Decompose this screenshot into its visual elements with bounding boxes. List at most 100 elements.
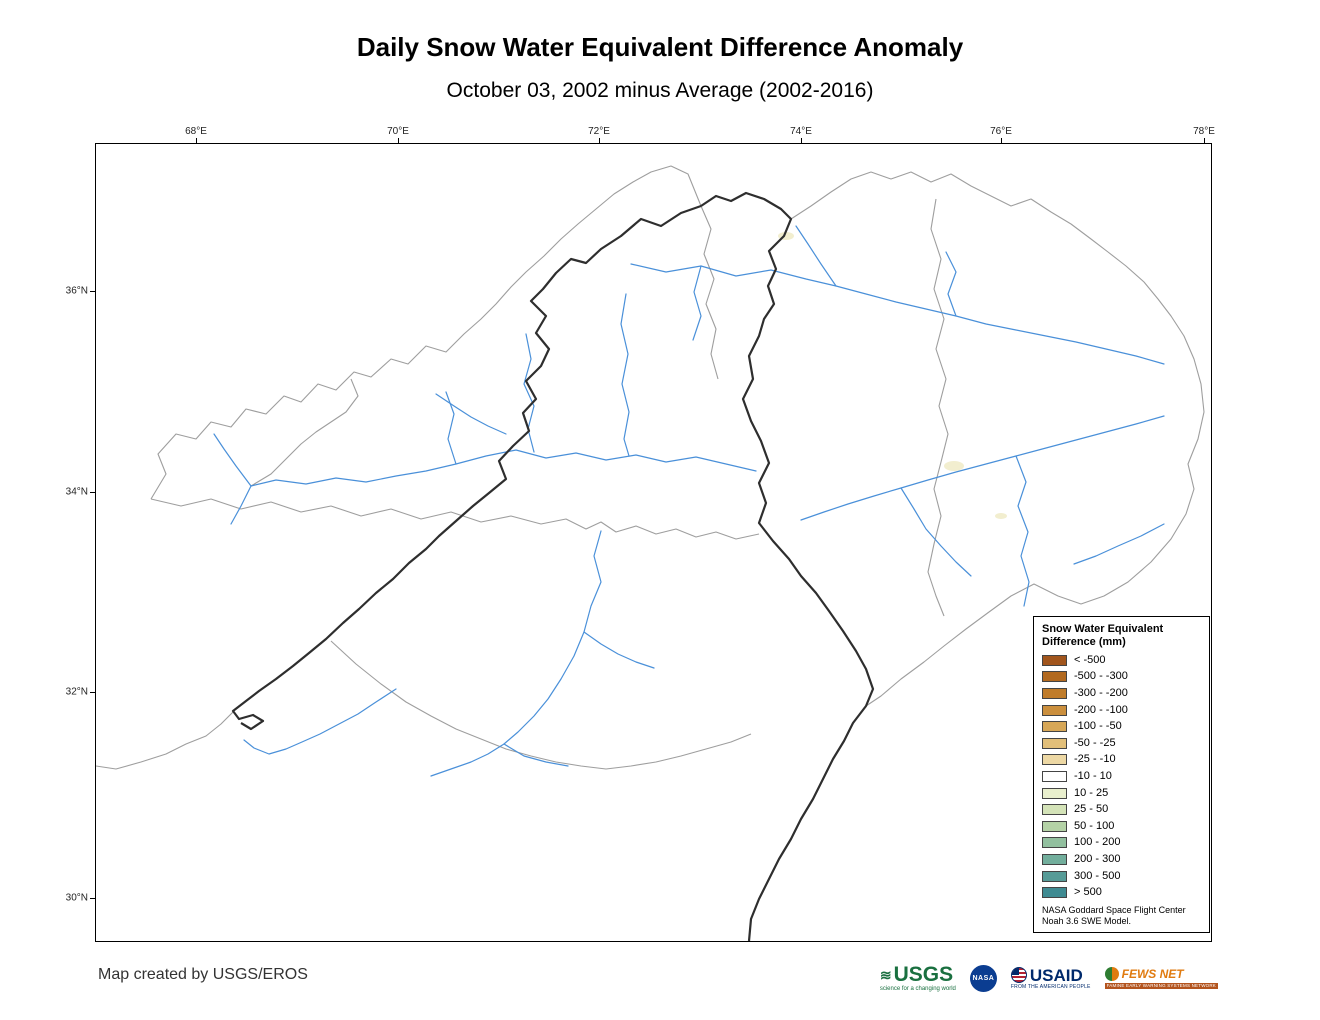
watershed-boundary-path — [790, 171, 1205, 707]
legend-item: 25 - 50 — [1042, 802, 1201, 817]
legend-source-line2: Noah 3.6 SWE Model. — [1042, 915, 1132, 926]
watershed-boundary-path — [150, 498, 760, 540]
river-path — [230, 485, 252, 525]
legend-item: -200 - -100 — [1042, 703, 1201, 718]
country-border-path — [700, 191, 875, 941]
river-path — [445, 391, 457, 465]
legend-item: -25 - -10 — [1042, 753, 1201, 768]
legend-item: 50 - 100 — [1042, 819, 1201, 834]
lon-tick — [801, 138, 802, 144]
river-path — [900, 487, 972, 577]
legend-item-label: 50 - 100 — [1074, 819, 1115, 832]
lon-tick — [196, 138, 197, 144]
legend-swatch — [1042, 671, 1067, 683]
legend-item: 200 - 300 — [1042, 852, 1201, 867]
lat-tick-label: 36°N — [65, 285, 88, 297]
lon-tick-label: 72°E — [588, 126, 610, 137]
watershed-boundary-path — [96, 711, 234, 770]
legend-swatch — [1042, 870, 1067, 882]
page-title: Daily Snow Water Equivalent Difference A… — [356, 32, 964, 62]
legend-item: < -500 — [1042, 653, 1201, 668]
legend-item-label: 25 - 50 — [1074, 803, 1109, 816]
legend-item-label: 200 - 300 — [1074, 852, 1121, 865]
anomaly-patch — [944, 461, 964, 471]
legend-item: -10 - 10 — [1042, 769, 1201, 784]
lon-tick — [599, 138, 600, 144]
legend-item: > 500 — [1042, 885, 1201, 900]
fewsnet-logo-text: FEWS NET — [1121, 966, 1184, 981]
legend-item-label: > 500 — [1074, 886, 1102, 899]
river-path — [213, 433, 252, 487]
legend-item-label: -300 - -200 — [1074, 686, 1128, 699]
usgs-logo-text: USGS — [893, 963, 954, 986]
legend-item-label: 100 - 200 — [1074, 836, 1121, 849]
legend-item-label: 10 - 25 — [1074, 786, 1109, 799]
legend-swatch — [1042, 687, 1067, 699]
river-path — [1015, 455, 1030, 607]
lat-tick — [90, 291, 96, 292]
river-path — [583, 631, 655, 669]
legend-item: -500 - -300 — [1042, 670, 1201, 685]
watershed-boundaries — [96, 165, 1205, 770]
legend-item-label: -50 - -25 — [1074, 736, 1116, 749]
lat-tick-label: 32°N — [65, 686, 88, 698]
legend-swatch — [1042, 704, 1067, 716]
river-path — [692, 265, 702, 341]
legend-swatch — [1042, 754, 1067, 766]
usgs-tagline: science for a changing world — [879, 986, 956, 992]
lat-tick — [90, 898, 96, 899]
logo-strip: ≋ USGS science for a changing world NASA… — [880, 958, 1218, 998]
usaid-logo: USAID FROM THE AMERICAN PEOPLE — [1010, 967, 1091, 990]
lon-tick — [1204, 138, 1205, 144]
legend-source-line1: NASA Goddard Space Flight Center — [1042, 904, 1186, 915]
river-path — [523, 333, 535, 453]
legend-swatch — [1042, 820, 1067, 832]
legend-swatch — [1042, 804, 1067, 816]
lon-tick-label: 78°E — [1193, 126, 1215, 137]
legend-swatch — [1042, 737, 1067, 749]
legend-title-line1: Snow Water Equivalent — [1042, 623, 1164, 635]
lon-tick-label: 70°E — [387, 126, 409, 137]
lon-tick-label: 68°E — [185, 126, 207, 137]
map-credit: Map created by USGS/EROS — [98, 966, 308, 983]
nasa-logo: NASA — [969, 964, 997, 992]
usgs-logo: ≋ USGS science for a changing world — [880, 964, 956, 992]
river-path — [435, 393, 507, 435]
river-path — [945, 251, 957, 317]
legend-item-label: -500 - -300 — [1074, 670, 1128, 683]
legend-swatch — [1042, 787, 1067, 799]
legend-item: -300 - -200 — [1042, 686, 1201, 701]
watershed-boundary-path — [150, 165, 702, 500]
swe-legend: Snow Water Equivalent Difference (mm) < … — [1033, 616, 1210, 933]
lon-tick-label: 74°E — [790, 126, 812, 137]
swe-anomaly-patches — [778, 232, 1007, 519]
nasa-logo-text: NASA — [972, 974, 995, 982]
fewsnet-logo: FEWS NET FAMINE EARLY WARNING SYSTEMS NE… — [1104, 966, 1218, 990]
watershed-boundary-path — [250, 378, 359, 487]
legend-item: -50 - -25 — [1042, 736, 1201, 751]
river-path — [800, 415, 1165, 521]
map-canvas — [96, 165, 1205, 941]
legend-item-label: -200 - -100 — [1074, 703, 1128, 716]
usaid-flag-icon — [1010, 967, 1027, 983]
lat-tick-label: 34°N — [65, 486, 88, 498]
legend-item-label: -100 - -50 — [1074, 720, 1122, 733]
country-borders — [231, 191, 875, 941]
lat-tick — [90, 492, 96, 493]
river-path — [430, 530, 602, 777]
river-path — [503, 743, 569, 767]
legend-item: -100 - -50 — [1042, 719, 1201, 734]
river-path — [1073, 523, 1165, 565]
map-frame: 68°E 70°E 72°E 74°E 76°E 78°E 36°N 34°N … — [66, 126, 1215, 942]
anomaly-patch — [995, 513, 1007, 519]
legend-item-label: -25 - -10 — [1074, 753, 1116, 766]
lon-tick — [1001, 138, 1002, 144]
river-path — [795, 225, 837, 287]
page-subtitle: October 03, 2002 minus Average (2002-201… — [446, 79, 874, 102]
fewsnet-tagline: FAMINE EARLY WARNING SYSTEMS NETWORK — [1104, 982, 1218, 990]
legend-item-label: < -500 — [1074, 653, 1106, 666]
usgs-wave-icon: ≋ — [879, 966, 892, 983]
river-path — [620, 293, 630, 457]
legend-item: 100 - 200 — [1042, 836, 1201, 851]
lat-tick-label: 30°N — [65, 892, 88, 904]
